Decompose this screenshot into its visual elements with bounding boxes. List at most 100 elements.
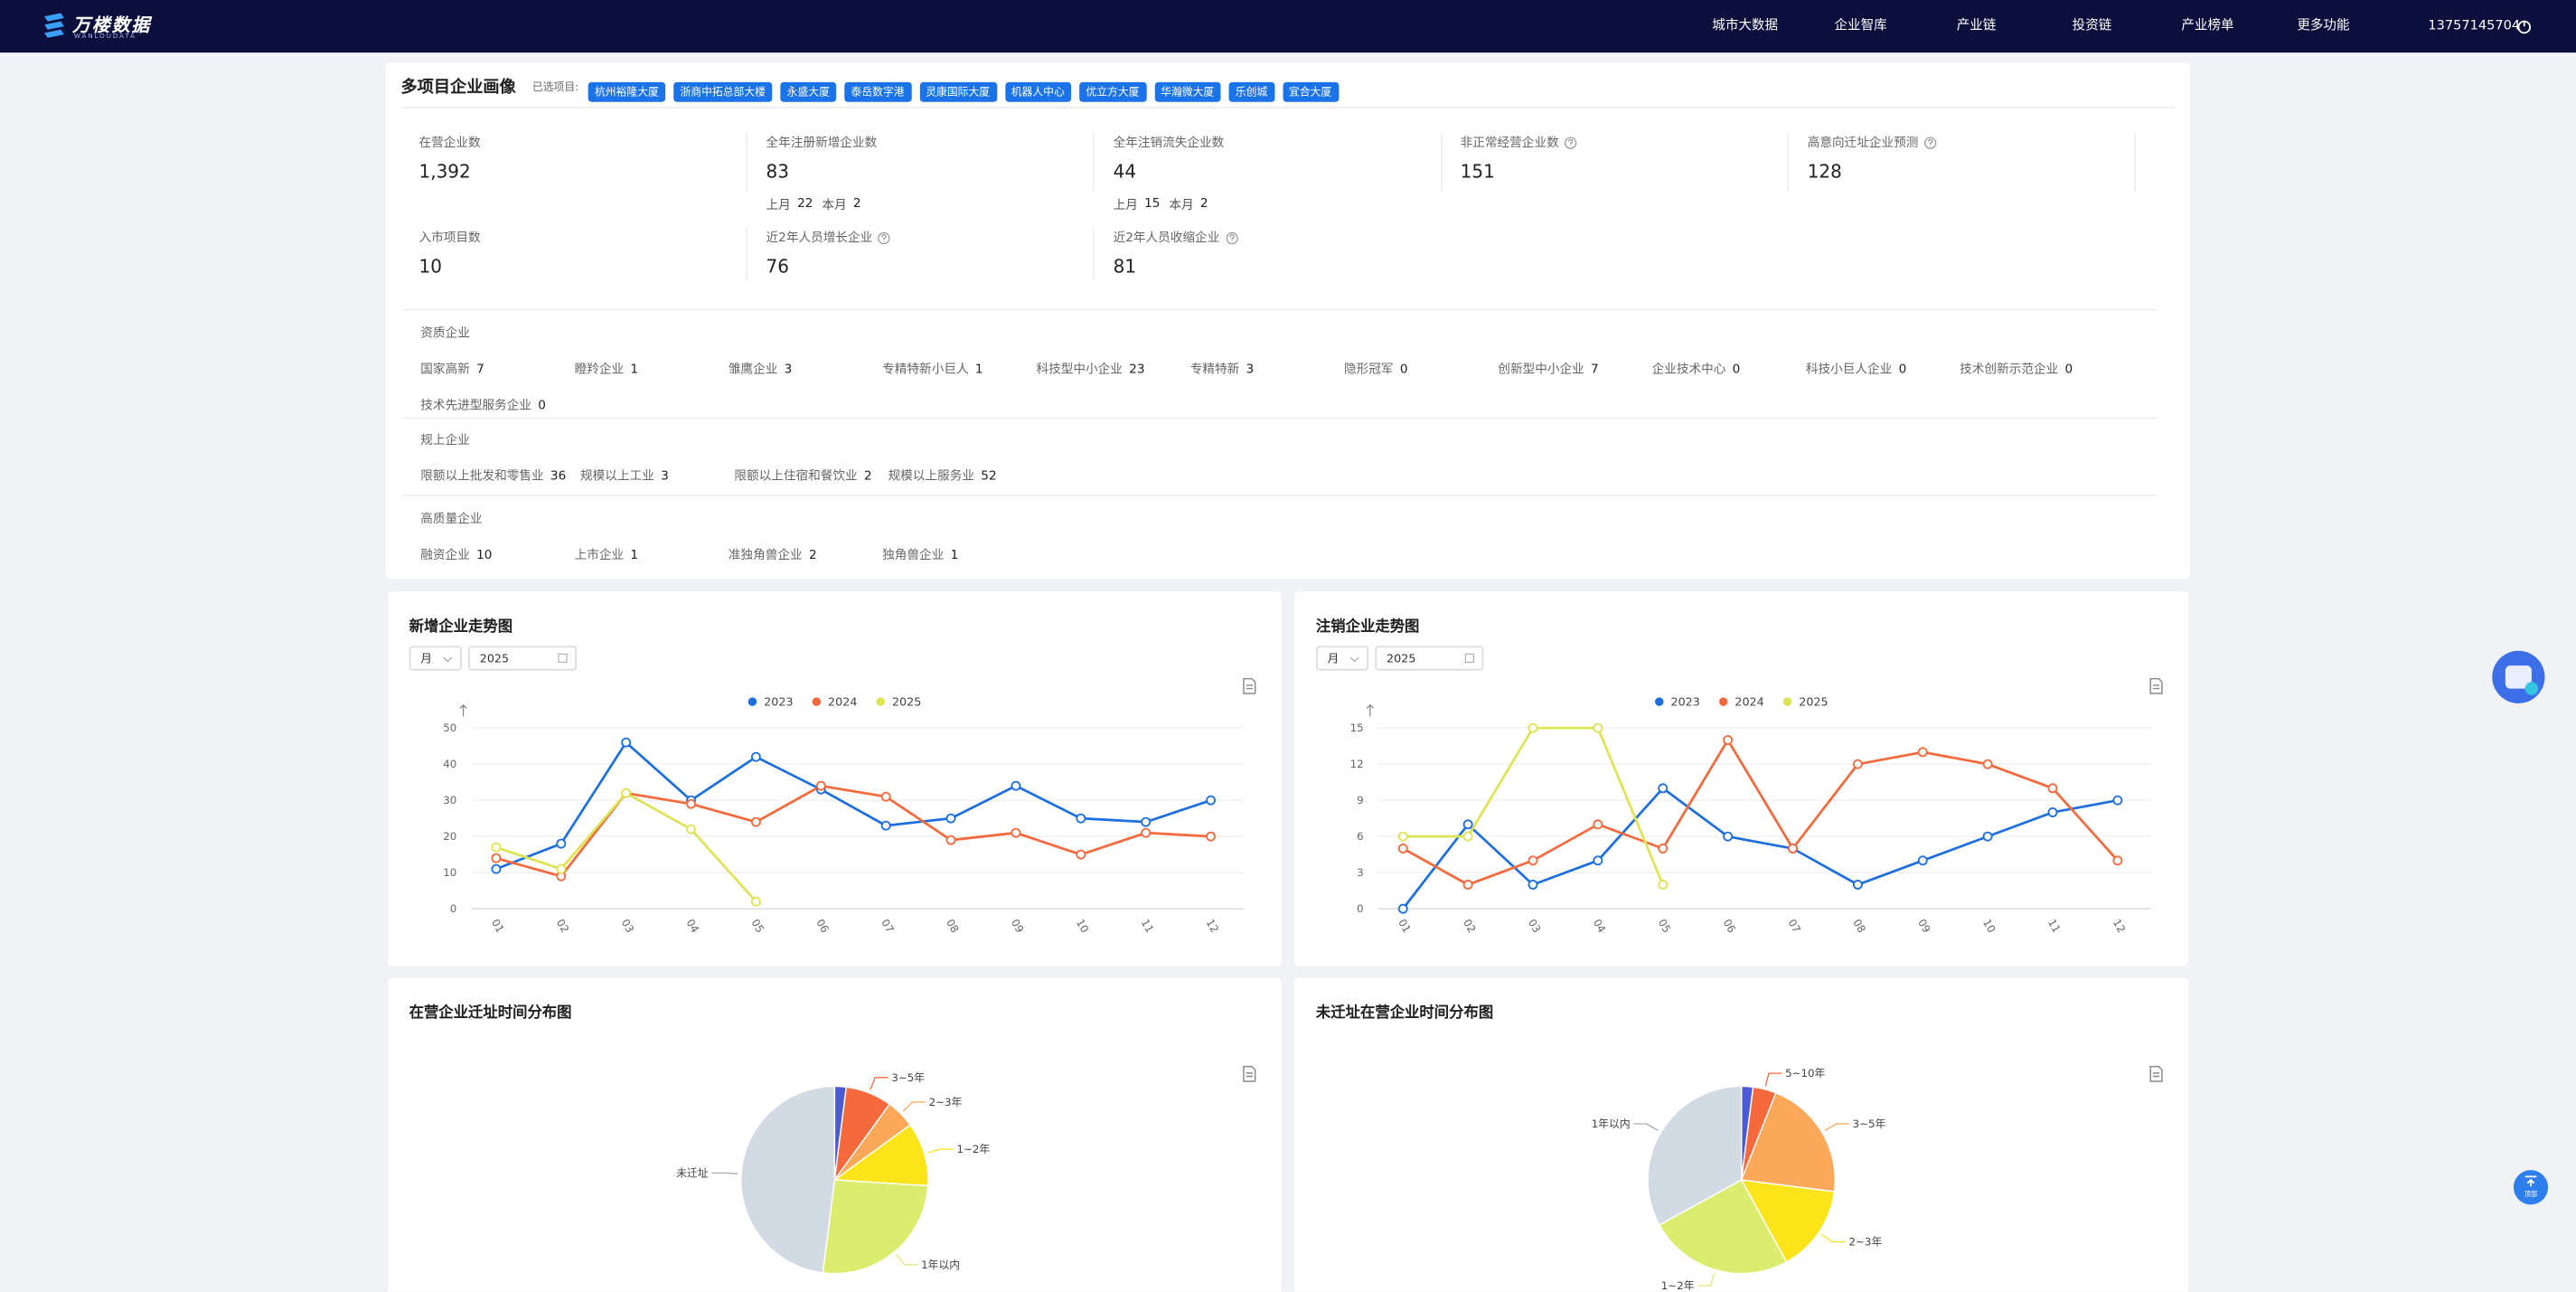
project-tag[interactable]: 灵康国际大厦: [918, 80, 997, 101]
data-point: [621, 737, 632, 748]
data-point: [1528, 855, 1538, 866]
stat-label: 在营企业数: [418, 135, 481, 150]
item-label: 限额以上批发和零售业: [420, 468, 544, 484]
label-line: [1764, 1072, 1782, 1087]
item-label: 融资企业: [420, 547, 470, 562]
item-label: 国家高新: [420, 361, 470, 377]
help-icon[interactable]: [878, 231, 891, 244]
y-tick-label: 12: [1350, 758, 1364, 770]
x-tick-label: 12: [1204, 917, 1222, 935]
data-point: [491, 842, 502, 853]
project-tag[interactable]: 乐创城: [1228, 80, 1274, 101]
project-tag[interactable]: 泰岳数字港: [844, 80, 911, 101]
nav-menu-item[interactable]: 企业智库: [1834, 17, 1887, 33]
x-tick-label: 07: [1785, 917, 1803, 935]
select-arrow: [443, 656, 453, 663]
x-tick-label: 02: [1461, 917, 1479, 935]
nav-menu-item[interactable]: 投资链: [2072, 17, 2112, 33]
legend-swatch: [1718, 697, 1728, 706]
project-tag[interactable]: 华瀚微大厦: [1153, 80, 1221, 101]
item-label: 规模以上服务业: [888, 468, 975, 484]
legend-label: 2023: [1670, 694, 1699, 708]
label-line: [1824, 1123, 1850, 1131]
group-title: 高质量企业: [420, 511, 483, 526]
data-point: [1917, 855, 1928, 866]
stat-label: 全年注册新增企业数: [766, 135, 878, 150]
project-tag[interactable]: 优立方大厦: [1079, 80, 1146, 101]
selected-label: 已选项目:: [531, 80, 579, 94]
group-item: 专精特新小巨人 1: [882, 355, 1021, 385]
project-tag[interactable]: 杭州裕隆大厦: [588, 80, 666, 101]
x-tick-label: 05: [1656, 917, 1674, 935]
item-value: 2: [808, 547, 817, 562]
chart-title: 注销企业走势图: [1315, 619, 1420, 637]
data-point: [1852, 880, 1863, 890]
data-point: [1593, 819, 1603, 830]
group-item: 创新型中小企业 7: [1498, 355, 1637, 385]
group-item: 技术先进型服务企业 0: [420, 391, 559, 421]
data-point: [686, 798, 697, 809]
help-icon[interactable]: [1564, 136, 1577, 149]
group-item: 国家高新 7: [420, 355, 559, 385]
logout-icon[interactable]: [2517, 20, 2532, 34]
label-line: [1633, 1123, 1659, 1131]
stat-sub-label: 上月: [1113, 197, 1138, 212]
chart-title: 在营企业迁址时间分布图: [409, 1005, 572, 1023]
group-title: 资质企业: [420, 325, 470, 341]
assistant-button[interactable]: [2490, 649, 2546, 705]
nav-menu-item[interactable]: 更多功能: [2297, 17, 2350, 33]
filter-select[interactable]: 月: [1315, 646, 1369, 671]
y-tick-label: 15: [1350, 721, 1364, 734]
data-point: [1462, 819, 1473, 830]
data-point: [1397, 844, 1408, 853]
label-line: [1697, 1272, 1716, 1287]
data-point: [815, 780, 826, 791]
x-tick-label: 05: [748, 917, 766, 935]
x-tick-label: 09: [1009, 917, 1027, 935]
y-tick-label: 3: [1357, 866, 1364, 879]
group-item: 上市企业 1: [575, 541, 714, 571]
x-tick-label: 10: [1980, 917, 1998, 935]
item-label: 技术先进型服务企业: [420, 397, 531, 413]
legend-swatch: [1782, 697, 1792, 706]
data-point: [1076, 813, 1086, 824]
y-tick-label: 9: [1357, 794, 1364, 806]
group-item: 融资企业 10: [420, 541, 559, 571]
x-tick-label: 01: [489, 917, 507, 935]
project-tag[interactable]: 宜合大厦: [1282, 80, 1339, 101]
item-label: 雏鹰企业: [728, 361, 778, 377]
data-point: [1917, 747, 1928, 758]
legend-swatch: [1655, 697, 1664, 706]
help-icon[interactable]: [1924, 136, 1938, 149]
back-top-icon: [2524, 1175, 2537, 1187]
download-icon: [1243, 677, 1256, 694]
item-value: 3: [784, 361, 793, 377]
stat-value: 1,392: [418, 161, 471, 183]
group-title: 规上企业: [420, 432, 470, 448]
item-label: 专精特新: [1189, 361, 1240, 377]
filter-select[interactable]: 月: [409, 646, 462, 671]
project-tag[interactable]: 浙商中拓总部大楼: [673, 80, 773, 101]
nav-menu-item[interactable]: 城市大数据: [1712, 17, 1778, 33]
pie-label: 5~10年: [1785, 1067, 1825, 1080]
column-divider: [1440, 133, 1443, 193]
filter-select[interactable]: 2025: [468, 646, 577, 671]
nav-menu-item[interactable]: 产业榜单: [2181, 17, 2234, 33]
user-phone[interactable]: 13757145704: [2428, 17, 2521, 33]
chart-title: 新增企业走势图: [409, 619, 513, 637]
project-tag[interactable]: 机器人中心: [1004, 80, 1072, 101]
help-icon[interactable]: [1225, 231, 1238, 244]
data-point: [1658, 783, 1669, 794]
back-top-button[interactable]: 顶部: [2513, 1170, 2549, 1205]
data-point: [1011, 780, 1021, 791]
group-item: 瞪羚企业 1: [575, 355, 714, 385]
nav-menu-item[interactable]: 产业链: [1956, 17, 1997, 33]
logo-sub: WANLOUDATA: [73, 31, 136, 40]
legend-swatch: [747, 697, 757, 706]
item-value: 0: [2064, 361, 2073, 377]
filter-select[interactable]: 2025: [1375, 646, 1484, 671]
project-tag[interactable]: 永盛大厦: [780, 80, 837, 101]
column-divider: [1093, 133, 1095, 193]
data-point: [1593, 855, 1603, 866]
